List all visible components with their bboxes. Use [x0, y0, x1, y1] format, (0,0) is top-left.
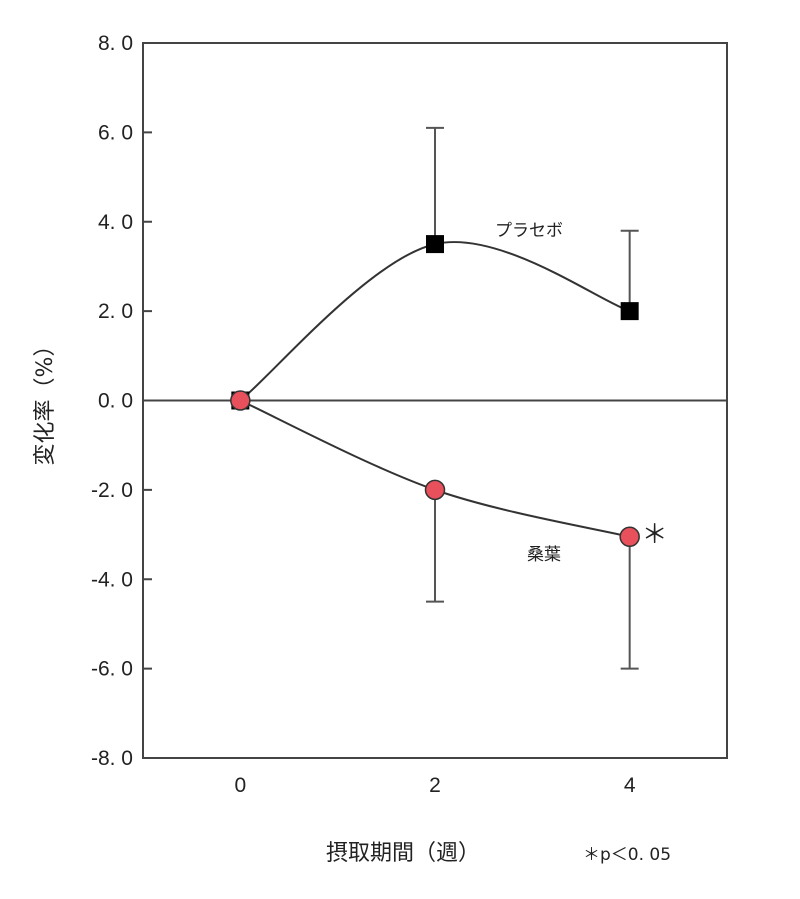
square-marker: [620, 302, 639, 321]
x-axis-ticks: 0 2 4: [234, 774, 635, 797]
series-markers: [230, 235, 640, 548]
x-axis-title: 摂取期間（週）: [326, 841, 480, 866]
square-marker: [426, 235, 444, 254]
series-line: [239, 241, 630, 402]
y-tick-label: 2. 0: [98, 300, 133, 323]
circle-marker: [619, 526, 640, 548]
y-tick-label: 6. 0: [98, 121, 133, 144]
x-tick-label: 2: [429, 774, 441, 797]
y-tick-label: -4. 0: [91, 568, 133, 591]
significance-note: ＊p＜0. 05: [583, 845, 671, 865]
circle-marker: [424, 479, 446, 501]
y-axis-title: 変化率（%）: [33, 335, 58, 466]
y-tick-label: 8. 0: [98, 32, 133, 55]
circle-marker: [230, 390, 251, 411]
y-tick-label: -6. 0: [91, 658, 133, 681]
error-bars: [426, 126, 639, 670]
significance-marker: ＊: [642, 520, 668, 550]
y-tick-label: 4. 0: [98, 211, 133, 234]
y-tick-label: -2. 0: [91, 479, 133, 502]
x-tick-label: 0: [234, 774, 246, 797]
y-tick-label: 0. 0: [98, 390, 133, 413]
series-label-placebo: プラセボ: [495, 221, 563, 241]
y-tick-label: -8. 0: [91, 747, 133, 770]
x-tick-label: 4: [624, 774, 636, 797]
series-label-mulberry: 桑葉: [527, 545, 561, 565]
